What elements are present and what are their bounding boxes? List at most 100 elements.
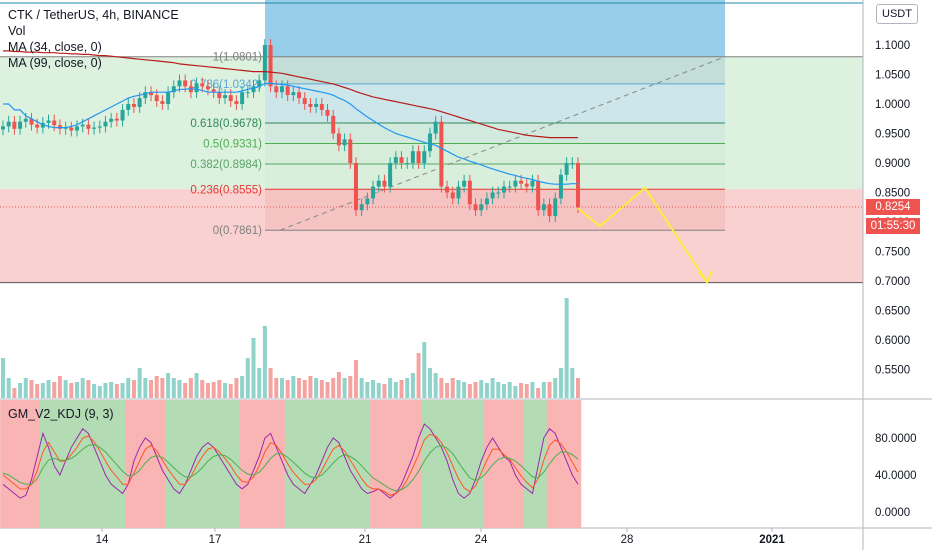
- volume-bar: [422, 342, 427, 398]
- candle-body: [92, 127, 97, 129]
- kdj-zone: [364, 400, 371, 528]
- kdj-zone: [336, 400, 343, 528]
- kdj-zone: [353, 400, 360, 528]
- fib-level-label: 0.236(0.8555): [190, 184, 262, 196]
- ma-slow-legend[interactable]: MA (99, close, 0): [8, 56, 102, 70]
- candle-body: [268, 45, 273, 87]
- fib-band: [265, 143, 725, 164]
- volume-bar: [160, 378, 165, 398]
- kdj-zone: [199, 400, 206, 528]
- volume-bar: [18, 383, 23, 398]
- candle-body: [177, 80, 182, 87]
- kdj-zone: [318, 400, 326, 528]
- candle: [524, 177, 529, 193]
- candle-body: [194, 83, 199, 93]
- candle: [479, 198, 484, 217]
- projection-path: [577, 186, 708, 283]
- candle-body: [1, 126, 5, 130]
- candle-body: [166, 92, 171, 104]
- volume-bar: [268, 368, 273, 398]
- volume-bar: [149, 380, 154, 398]
- candle-body: [52, 120, 57, 126]
- candle-body: [262, 45, 267, 81]
- candle: [245, 86, 250, 99]
- candle-body: [456, 186, 461, 199]
- candle: [109, 112, 114, 128]
- symbol-title[interactable]: CTK / TetherUS, 4h, BINANCE: [8, 8, 179, 22]
- candle-body: [291, 92, 296, 96]
- kdj-zone: [74, 400, 81, 528]
- fib-zone-top: [265, 0, 725, 57]
- fib-level-label: 0.382(0.8984): [190, 159, 262, 171]
- price-tick-label: 0.9500: [875, 129, 910, 141]
- volume-bar: [433, 373, 438, 398]
- candle-body: [109, 118, 114, 122]
- candle: [576, 157, 580, 214]
- candle: [570, 157, 575, 169]
- kdj-zone: [188, 400, 195, 528]
- candle: [314, 98, 319, 113]
- candle: [149, 86, 154, 102]
- kdj-zone: [296, 400, 303, 528]
- kdj-zone: [256, 400, 263, 528]
- candle: [217, 86, 222, 104]
- kdj-zone: [398, 400, 405, 528]
- volume-bar: [217, 380, 222, 398]
- time-tick-label: 24: [475, 534, 488, 546]
- volume-bar: [194, 373, 199, 398]
- candle: [359, 198, 364, 217]
- volume-bar: [558, 368, 563, 398]
- volume-legend[interactable]: Vol: [8, 24, 26, 38]
- kdj-zone: [273, 400, 280, 528]
- kdj-indicator-title[interactable]: GM_V2_KDJ (9, 3): [8, 407, 114, 421]
- kdj-zone: [484, 400, 491, 528]
- kdj-j-line: [2, 443, 579, 492]
- volume-bar: [467, 384, 472, 398]
- candle-body: [376, 180, 381, 187]
- kdj-zone: [529, 400, 536, 528]
- volume-bar: [285, 380, 290, 398]
- kdj-zone: [96, 400, 104, 528]
- candle: [86, 118, 91, 135]
- kdj-zone: [523, 400, 531, 528]
- fib-level-label: 0(0.7861): [213, 225, 262, 237]
- candle-body: [490, 192, 495, 199]
- currency-unit-button[interactable]: USDT: [876, 4, 918, 24]
- ma-fast-legend[interactable]: MA (34, close, 0): [8, 40, 102, 54]
- price-tick-label: 1.1000: [875, 40, 910, 52]
- candle: [126, 98, 131, 116]
- candle: [382, 174, 387, 193]
- kdj-zone: [347, 400, 354, 528]
- volume-bar: [416, 353, 421, 398]
- candle: [143, 86, 148, 104]
- kdj-zone: [62, 400, 69, 528]
- volume-bar: [177, 380, 182, 398]
- kdj-zone: [250, 400, 257, 528]
- kdj-zone: [216, 400, 223, 528]
- candle-body: [35, 124, 40, 128]
- candle: [200, 77, 205, 93]
- candle: [473, 198, 478, 217]
- ma-slow-line: [3, 50, 578, 139]
- volume-bar: [183, 383, 188, 398]
- price-tick-label: 1.0000: [875, 99, 910, 111]
- kdj-zone: [512, 400, 519, 528]
- volume-bar: [308, 376, 313, 398]
- volume-bar: [166, 373, 171, 398]
- time-tick-label: 2021: [759, 534, 785, 546]
- candle: [410, 145, 415, 169]
- candle-body: [410, 151, 415, 163]
- candle: [194, 77, 199, 99]
- kdj-zone: [5, 400, 12, 528]
- kdj-zone: [375, 400, 382, 528]
- candle-body: [154, 95, 159, 102]
- candle: [336, 127, 341, 152]
- candle: [564, 157, 569, 181]
- candle-body: [308, 104, 313, 107]
- candle: [388, 157, 393, 193]
- candle: [268, 39, 273, 93]
- volume-bar: [439, 378, 444, 398]
- candle-body: [160, 101, 165, 104]
